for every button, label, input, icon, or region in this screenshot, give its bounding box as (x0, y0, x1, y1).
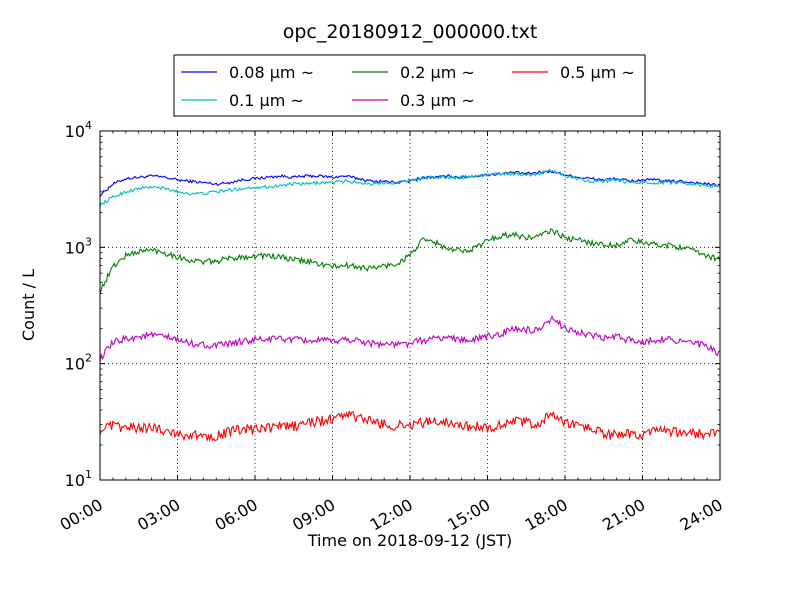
legend-label: 0.08 μm ~ (229, 63, 314, 82)
chart-title: opc_20180912_000000.txt (283, 21, 538, 43)
y-tick-base: 10 (65, 355, 85, 374)
y-tick-exponent: 2 (85, 352, 92, 365)
y-tick-exponent: 4 (85, 119, 92, 132)
y-tick-label: 101 (65, 468, 92, 490)
legend-label: 0.1 μm ~ (229, 91, 304, 110)
legend-label: 0.2 μm ~ (400, 63, 475, 82)
legend: 0.08 μm ~ 0.1 μm ~ 0.2 μm ~ 0.3 μm ~ 0.5 μm … (173, 54, 646, 117)
y-tick-label: 102 (65, 352, 92, 374)
legend-box (173, 54, 646, 117)
x-axis-label: Time on 2018-09-12 (JST) (307, 531, 512, 550)
y-tick-label: 103 (65, 235, 92, 257)
y-tick-base: 10 (65, 238, 85, 257)
series-line (99, 228, 721, 295)
series-line (99, 315, 721, 363)
ticks (99, 130, 721, 481)
series-line (99, 168, 721, 208)
plot-area (99, 130, 721, 481)
y-tick-exponent: 1 (85, 468, 92, 481)
legend-label: 0.5 μm ~ (560, 63, 635, 82)
series-lines (99, 168, 721, 443)
grid (100, 131, 720, 480)
y-tick-label: 104 (65, 119, 92, 141)
y-axis-label: Count / L (19, 269, 38, 341)
legend-label: 0.3 μm ~ (400, 91, 475, 110)
series-line (99, 410, 721, 443)
y-tick-base: 10 (65, 122, 85, 141)
y-tick-exponent: 3 (85, 235, 92, 248)
y-tick-base: 10 (65, 471, 85, 490)
